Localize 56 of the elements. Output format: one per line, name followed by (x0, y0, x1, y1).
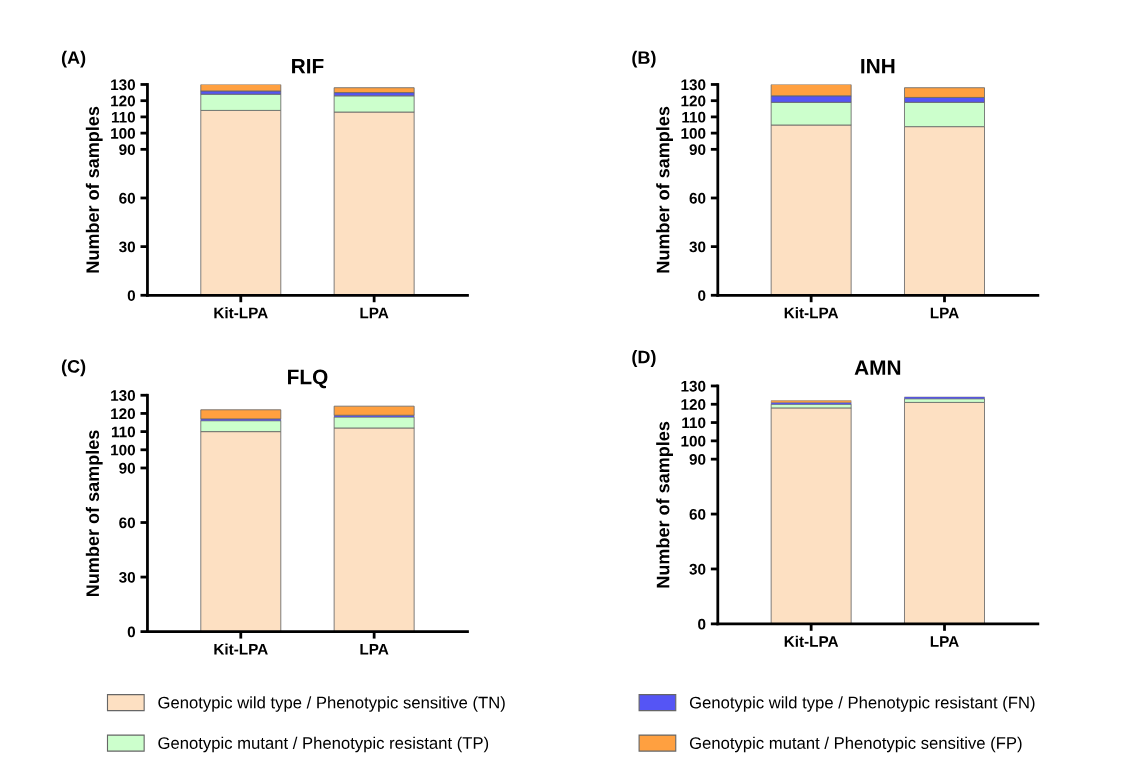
text: (C) (61, 359, 86, 377)
y-tick-label: 120 (681, 399, 706, 410)
x-tick-label: Kit-LPA (214, 643, 268, 655)
legend-label: Genotypic wild type / Phenotypic resistant (FN) (689, 696, 1035, 712)
y-tick-label: 30 (119, 241, 136, 253)
y-tick-label: 110 (111, 111, 136, 123)
y-axis-title: Number of samples (85, 106, 103, 273)
y-tick-label: 60 (689, 192, 706, 204)
y-tick-label: 110 (682, 417, 706, 429)
x-tick-label: Kit-LPA (784, 307, 839, 319)
y-tick-label: 90 (119, 144, 136, 156)
y-tick-label: 130 (681, 79, 706, 91)
y-tick-label: 100 (111, 444, 136, 456)
x-tick-label: LPA (360, 643, 389, 655)
y-tick-label: 30 (689, 241, 706, 253)
x-tick-label: LPA (930, 636, 959, 647)
legend-label: Genotypic mutant / Phenotypic resistant (TP) (158, 736, 489, 753)
y-tick-label: 0 (127, 290, 136, 301)
text: (A) (61, 50, 86, 68)
y-tick-label: 0 (127, 626, 136, 638)
x-tick-label: LPA (930, 307, 959, 319)
y-tick-label: 120 (111, 95, 136, 107)
y-tick-label: 30 (689, 563, 706, 575)
y-tick-label: 120 (111, 408, 136, 420)
legend-label: Genotypic mutant / Phenotypic sensitive (FP) (689, 736, 1022, 753)
text: (D) (632, 350, 656, 367)
y-tick-label: 110 (111, 426, 136, 438)
y-tick-label: 90 (119, 462, 136, 474)
y-tick-label: 100 (681, 127, 706, 139)
y-tick-label: 0 (698, 618, 706, 630)
chart-title: INH (861, 59, 895, 74)
y-tick-label: 60 (119, 192, 136, 204)
chart-title: FLQ (288, 369, 328, 389)
y-tick-label: 0 (698, 290, 706, 301)
y-tick-label: 130 (111, 390, 136, 401)
y-tick-label: 60 (689, 508, 706, 520)
text: (B) (632, 50, 656, 68)
y-tick-label: 130 (111, 79, 136, 91)
y-tick-label: 30 (119, 571, 136, 583)
y-tick-label: 60 (119, 517, 136, 529)
y-tick-label: 90 (689, 144, 706, 156)
y-tick-label: 130 (681, 380, 706, 392)
y-axis-title: Number of samples (656, 421, 673, 588)
y-tick-label: 120 (681, 95, 706, 107)
y-tick-label: 90 (689, 454, 706, 465)
chart-title: RIF (292, 59, 324, 74)
x-tick-label: Kit-LPA (784, 635, 839, 647)
x-tick-label: LPA (360, 307, 389, 319)
y-tick-label: 100 (111, 127, 136, 139)
y-tick-label: 100 (681, 435, 706, 447)
chart-title: AMN (854, 360, 901, 375)
y-axis-title: Number of samples (656, 106, 673, 273)
y-axis-title: Number of samples (85, 430, 103, 597)
x-tick-label: Kit-LPA (214, 307, 268, 319)
y-tick-label: 110 (682, 111, 706, 123)
legend-label: Genotypic wild type / Phenotypic sensitive (TN) (158, 696, 505, 712)
